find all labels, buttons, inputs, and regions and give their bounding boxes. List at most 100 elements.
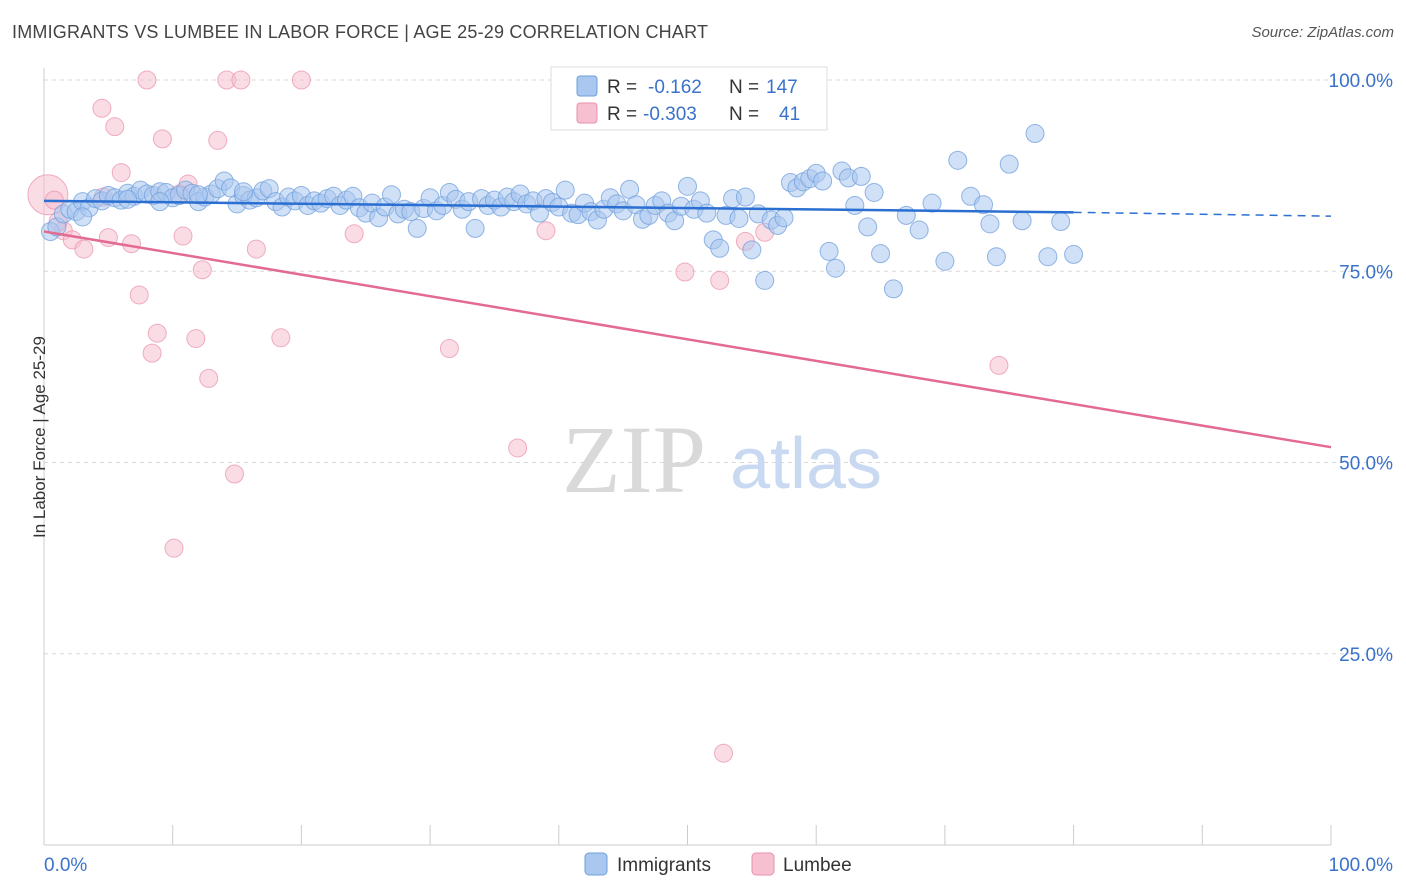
lumbee-n-label: N = — [729, 104, 759, 125]
legend-immigrants-label: Immigrants — [617, 855, 711, 876]
immigrants-point — [813, 171, 833, 191]
lumbee-point — [199, 368, 219, 388]
immigrants-point — [73, 207, 93, 227]
immigrants-point — [1025, 124, 1045, 144]
immigrants-point — [407, 218, 427, 238]
immigrants-trend-line — [43, 199, 1074, 214]
lumbee-point — [186, 329, 206, 349]
watermark-zip: ZIP — [562, 406, 706, 513]
y-tick-label-2: 75.0% — [1339, 262, 1393, 283]
immigrants-point — [826, 258, 846, 278]
immigrants-point — [233, 182, 253, 202]
immigrants-point — [986, 247, 1006, 267]
immigrants-point — [381, 185, 401, 205]
immigrants-point — [729, 208, 749, 228]
immigrants-point — [1012, 211, 1032, 231]
lumbee-r-value: -0.303 — [643, 104, 697, 125]
legend-immigrants-swatch — [584, 852, 608, 876]
lumbee-point — [291, 70, 311, 90]
immigrants-points — [40, 124, 1084, 299]
immigrants-point — [735, 187, 755, 207]
lumbee-point — [129, 285, 149, 305]
lumbee-point — [142, 343, 162, 363]
immigrants-point — [980, 214, 1000, 234]
lumbee-point — [164, 538, 184, 558]
immigrants-point — [188, 185, 208, 205]
y-axis-title: In Labor Force | Age 25-29 — [30, 336, 49, 538]
lumbee-trend-line — [43, 230, 1332, 449]
lumbee-point — [439, 339, 459, 359]
immigrants-point — [935, 251, 955, 271]
x-tick-label-0: 0.0% — [44, 855, 87, 876]
lumbee-point — [224, 464, 244, 484]
watermark-atlas: atlas — [730, 424, 882, 504]
y-tick-labels: 25.0% 50.0% 75.0% 100.0% — [1329, 71, 1394, 666]
lumbee-point — [147, 323, 167, 343]
grid-lines — [44, 79, 1392, 655]
x-tick-label-1: 100.0% — [1329, 855, 1394, 876]
immigrants-point — [845, 195, 865, 215]
chart-title: IMMIGRANTS VS LUMBEE IN LABOR FORCE | AG… — [12, 22, 709, 42]
legend-lumbee-label: Lumbee — [783, 855, 852, 876]
lumbee-swatch — [576, 102, 598, 124]
lumbee-point — [152, 129, 172, 149]
immigrants-point — [858, 217, 878, 237]
immigrants-n-value: 147 — [766, 77, 798, 98]
immigrants-point — [742, 240, 762, 260]
immigrants-point — [1051, 212, 1071, 232]
immigrants-point — [1038, 247, 1058, 267]
lumbee-point — [231, 70, 251, 90]
lumbee-point — [344, 224, 364, 244]
lumbee-point — [508, 438, 528, 458]
immigrants-n-label: N = — [729, 77, 759, 98]
lumbee-point — [675, 262, 695, 282]
immigrants-point — [922, 193, 942, 213]
watermark: ZIP atlas — [562, 406, 882, 513]
lumbee-point — [714, 743, 734, 763]
trend-lines — [43, 199, 1332, 449]
immigrants-point — [851, 166, 871, 186]
legend-lumbee-swatch — [751, 852, 775, 876]
lumbee-point — [710, 270, 730, 290]
immigrants-trend-extension — [1073, 211, 1332, 217]
y-tick-label-1: 50.0% — [1339, 454, 1393, 475]
immigrants-point — [974, 195, 994, 215]
immigrants-point — [871, 244, 891, 264]
immigrants-point — [774, 208, 794, 228]
lumbee-r-label: R = — [607, 104, 637, 125]
immigrants-point — [118, 189, 138, 209]
lumbee-point — [105, 117, 125, 137]
lumbee-point — [137, 70, 157, 90]
lumbee-point — [74, 239, 94, 259]
immigrants-swatch — [576, 75, 598, 97]
immigrants-point — [883, 279, 903, 299]
lumbee-point — [111, 163, 131, 183]
immigrants-point — [948, 150, 968, 170]
immigrants-point — [555, 180, 575, 200]
x-tick-labels: 0.0% 100.0% — [44, 855, 1393, 876]
immigrants-point — [1064, 244, 1084, 264]
y-tick-label-0: 25.0% — [1339, 645, 1393, 666]
immigrants-point — [864, 182, 884, 202]
immigrants-r-label: R = — [607, 77, 637, 98]
immigrants-point — [909, 220, 929, 240]
lumbee-point — [246, 239, 266, 259]
lumbee-point — [173, 226, 193, 246]
lumbee-point — [208, 130, 228, 150]
immigrants-point — [710, 238, 730, 258]
immigrants-point — [896, 205, 916, 225]
lumbee-point — [92, 98, 112, 118]
immigrants-point — [697, 203, 717, 223]
immigrants-point — [819, 241, 839, 261]
immigrants-point — [465, 218, 485, 238]
series-legend: Immigrants Lumbee — [584, 852, 852, 876]
lumbee-n-value: 41 — [779, 104, 800, 125]
immigrants-point — [678, 176, 697, 196]
y-tick-label-3: 100.0% — [1329, 71, 1394, 92]
lumbee-point — [989, 355, 1009, 375]
source-label: Source: ZipAtlas.com — [1251, 24, 1394, 41]
axes — [43, 68, 1332, 846]
lumbee-point — [122, 234, 142, 254]
immigrants-point — [755, 270, 775, 290]
